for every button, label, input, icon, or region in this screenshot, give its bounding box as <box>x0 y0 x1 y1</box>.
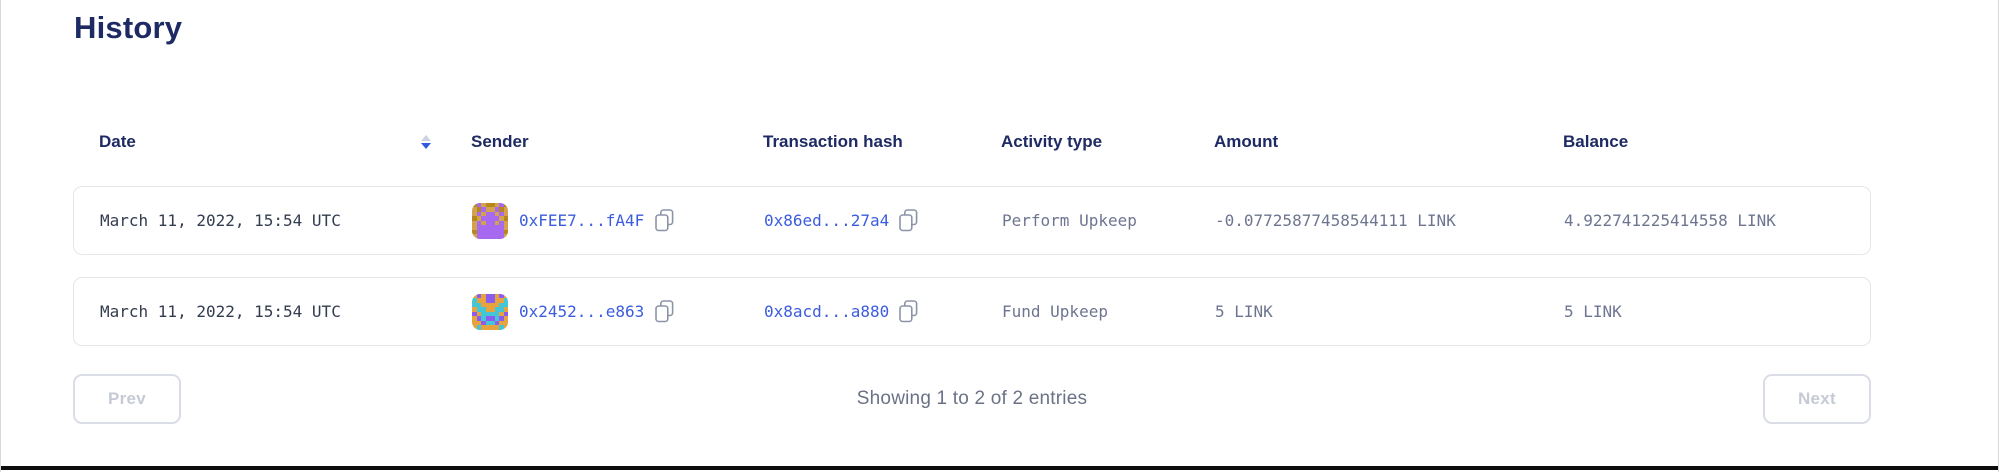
sender-cell: 0x2452...e863 <box>472 293 764 330</box>
column-header-activity-type: Activity type <box>1001 132 1103 151</box>
balance-cell: 4.922741225414558 LINK <box>1564 211 1776 230</box>
date-cell: March 11, 2022, 15:54 UTC <box>100 211 341 230</box>
copy-sender-address-button[interactable] <box>655 209 674 232</box>
tx-hash-link[interactable]: 0x86ed...27a4 <box>764 211 890 230</box>
amount-cell: 5 LINK <box>1215 302 1273 321</box>
copy-icon <box>899 209 918 232</box>
sender-address-link[interactable]: 0x2452...e863 <box>519 302 645 321</box>
sender-identicon-avatar <box>472 202 508 239</box>
activity-type-cell: Perform Upkeep <box>1002 211 1137 230</box>
tx-hash-cell: 0x8acd...a880 <box>764 300 1002 323</box>
sender-identicon-avatar <box>472 293 508 330</box>
prev-button[interactable]: Prev <box>73 374 181 424</box>
column-header-sender: Sender <box>471 132 529 151</box>
copy-icon <box>899 300 918 323</box>
tx-hash-cell: 0x86ed...27a4 <box>764 209 1002 232</box>
amount-cell: -0.07725877458544111 LINK <box>1215 211 1456 230</box>
activity-type-cell: Fund Upkeep <box>1002 302 1108 321</box>
sender-address-link[interactable]: 0xFEE7...fA4F <box>519 211 645 230</box>
balance-cell: 5 LINK <box>1564 302 1622 321</box>
sort-desc-arrow-icon <box>421 143 431 149</box>
page-title: History <box>74 10 183 45</box>
pagination-status: Showing 1 to 2 of 2 entries <box>856 388 1088 409</box>
column-header-date[interactable]: Date <box>99 132 471 152</box>
copy-sender-address-button[interactable] <box>655 300 674 323</box>
copy-icon <box>655 209 674 232</box>
copy-tx-hash-button[interactable] <box>899 300 918 323</box>
tx-hash-link[interactable]: 0x8acd...a880 <box>764 302 890 321</box>
column-header-transaction-hash: Transaction hash <box>763 132 903 151</box>
table-row: March 11, 2022, 15:54 UTC 0xFEE7...fA4F … <box>73 186 1871 255</box>
sort-asc-arrow-icon <box>421 135 431 141</box>
sort-icon[interactable] <box>421 135 431 149</box>
table-header-row: Date Sender Transaction hash Activity ty… <box>73 126 1871 158</box>
column-header-amount: Amount <box>1214 132 1279 151</box>
pagination-bar: Prev Showing 1 to 2 of 2 entries Next <box>73 373 1871 425</box>
column-header-balance: Balance <box>1563 132 1629 151</box>
bottom-divider <box>1 466 1998 470</box>
column-header-date-label: Date <box>99 132 136 151</box>
table-row: March 11, 2022, 15:54 UTC 0x2452...e863 … <box>73 277 1871 346</box>
sender-cell: 0xFEE7...fA4F <box>472 202 764 239</box>
copy-icon <box>655 300 674 323</box>
copy-tx-hash-button[interactable] <box>899 209 918 232</box>
date-cell: March 11, 2022, 15:54 UTC <box>100 302 341 321</box>
next-button[interactable]: Next <box>1762 374 1871 424</box>
